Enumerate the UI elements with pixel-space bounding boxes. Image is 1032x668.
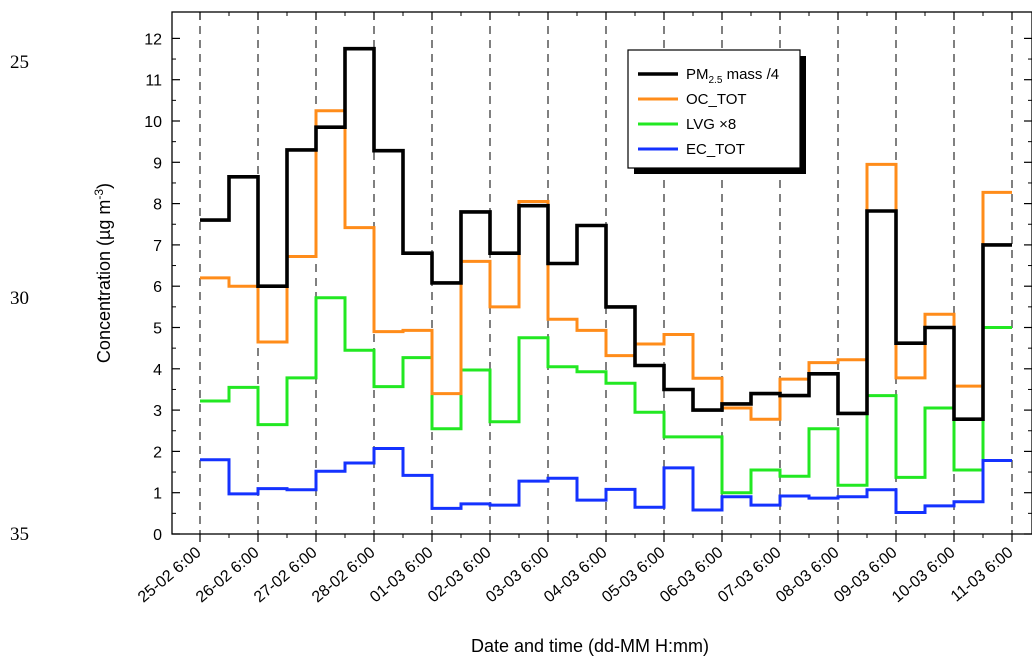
series-line-pm — [200, 46, 1012, 421]
x-tick-label-0: 25-02 6:00 — [135, 544, 205, 606]
x-tick-label-6: 03-03 6:00 — [483, 544, 553, 606]
y-tick-label-3: 3 — [153, 403, 162, 420]
y-tick-label-5: 5 — [153, 321, 162, 338]
y-tick-label-4: 4 — [153, 362, 162, 379]
legend-label-oc: OC_TOT — [686, 91, 747, 108]
y-axis-title: Concentration (µg m-3) — [92, 183, 114, 363]
y-tick-label-6: 6 — [153, 279, 162, 296]
x-tick-label-4: 01-03 6:00 — [367, 544, 437, 606]
y-tick-label-12: 12 — [144, 31, 162, 48]
line-number-30: 30 — [10, 288, 29, 309]
x-tick-label-14: 11-03 6:00 — [948, 544, 1017, 606]
x-tick-label-8: 05-03 6:00 — [599, 544, 669, 606]
y-tick-label-10: 10 — [144, 114, 162, 131]
series-line-oc — [200, 109, 1012, 421]
x-tick-label-7: 04-03 6:00 — [541, 544, 611, 606]
y-axis-title-close: ) — [94, 183, 114, 189]
x-tick-label-9: 06-03 6:00 — [657, 544, 727, 606]
x-tick-label-1: 26-02 6:00 — [193, 544, 263, 606]
series-group — [200, 46, 1012, 514]
x-tick-label-2: 27-02 6:00 — [251, 544, 321, 606]
y-tick-label-11: 11 — [145, 73, 162, 90]
x-axis-title: Date and time (dd-MM H:mm) — [471, 636, 709, 656]
y-tick-label-9: 9 — [153, 155, 162, 172]
legend-label-ec: EC_TOT — [686, 141, 745, 158]
x-tick-label-13: 10-03 6:00 — [889, 544, 959, 606]
y-axis-title-main: Concentration (µg m — [94, 200, 114, 363]
plot-frame — [171, 11, 1032, 535]
legend-label-pm: PM2.5 mass /4 — [686, 66, 779, 86]
line-number-35: 35 — [10, 524, 29, 545]
x-tick-label-3: 28-02 6:00 — [309, 544, 379, 606]
x-tick-label-11: 08-03 6:00 — [773, 544, 843, 606]
y-tick-label-7: 7 — [153, 238, 162, 255]
y-tick-label-0: 0 — [153, 527, 162, 544]
line-number-25: 25 — [10, 52, 29, 73]
legend: PM2.5 mass /4 OC_TOT LVG ×8 EC_TOT — [627, 49, 806, 174]
x-tick-label-10: 07-03 6:00 — [715, 544, 785, 606]
y-tick-label-1: 1 — [153, 486, 162, 503]
legend-label-lvg: LVG ×8 — [686, 116, 736, 133]
x-tick-label-12: 09-03 6:00 — [831, 544, 901, 606]
y-tick-label-8: 8 — [153, 197, 162, 214]
y-tick-label-2: 2 — [153, 444, 162, 461]
y-axis-title-superscript: -3 — [92, 189, 106, 200]
series-line-ec — [200, 447, 1012, 514]
x-tick-label-5: 02-03 6:00 — [425, 544, 495, 606]
